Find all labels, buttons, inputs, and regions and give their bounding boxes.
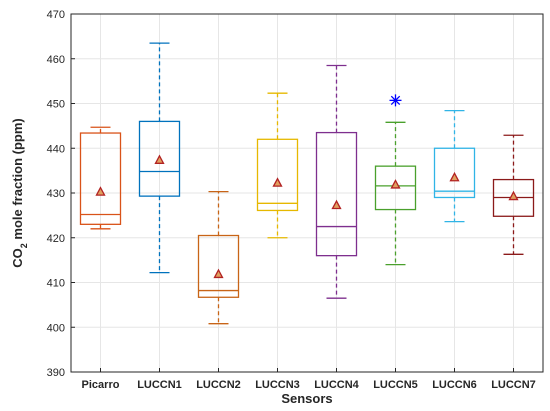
y-tick-label: 450 [47, 99, 65, 111]
outlier-marker [389, 94, 402, 107]
box-luccn4 [315, 64, 358, 299]
x-tick-labels: Picarro LUCCN1 LUCCN2 LUCCN3 LUCCN4 LUCCN5 LUC… [82, 368, 536, 391]
x-axis-label: Sensors [281, 391, 332, 406]
y-tick-label: 440 [47, 143, 65, 155]
box-luccn3 [256, 92, 299, 239]
box-luccn5 [374, 94, 417, 266]
box-iqr [256, 138, 299, 212]
box-iqr [315, 131, 358, 257]
y-tick-labels: 390 400 410 420 430 440 450 460 470 [47, 9, 75, 379]
x-tick-label: LUCCN6 [432, 379, 477, 391]
y-tick-label: 390 [47, 367, 65, 379]
box-iqr [197, 234, 240, 298]
mean-marker [154, 154, 165, 164]
box-luccn6 [433, 110, 476, 223]
y-axis-label-sub: 2 [19, 243, 29, 248]
box-iqr [374, 165, 417, 211]
mean-marker [95, 186, 106, 196]
box-picarro [79, 126, 122, 230]
outlier-stroke [390, 95, 401, 106]
x-tick-label: LUCCN4 [314, 379, 359, 391]
y-tick-label: 420 [47, 233, 65, 245]
mean-marker [390, 179, 401, 189]
x-tick-label: Picarro [82, 379, 120, 391]
x-tick-label: LUCCN5 [373, 379, 418, 391]
y-tick-label: 430 [47, 188, 65, 200]
y-tick-label: 470 [47, 9, 65, 21]
x-tick-label: LUCCN2 [196, 379, 241, 391]
mean-marker [449, 171, 460, 182]
y-tick-label: 400 [47, 322, 65, 334]
box-luccn7 [492, 134, 535, 255]
x-tick-label: LUCCN3 [255, 379, 300, 391]
y-tick-label: 460 [47, 54, 65, 66]
box-luccn2 [197, 191, 240, 325]
grid-lines [71, 13, 543, 373]
box-iqr [433, 147, 476, 199]
mean-marker [331, 199, 342, 210]
box-iqr [138, 120, 181, 197]
y-axis-label-post: mole fraction (ppm) [10, 118, 25, 243]
y-tick-label: 410 [47, 278, 65, 290]
mean-marker [213, 268, 224, 279]
y-axis-label-pre: CO [10, 248, 25, 268]
mean-marker [508, 190, 519, 201]
y-axis-label: CO2 mole fraction (ppm) [10, 118, 29, 267]
box-iqr [79, 132, 122, 225]
x-tick-label: LUCCN1 [137, 379, 182, 391]
x-tick-label: LUCCN7 [491, 379, 536, 391]
mean-marker [272, 177, 283, 187]
box-luccn1 [138, 42, 181, 274]
boxes [79, 42, 535, 325]
